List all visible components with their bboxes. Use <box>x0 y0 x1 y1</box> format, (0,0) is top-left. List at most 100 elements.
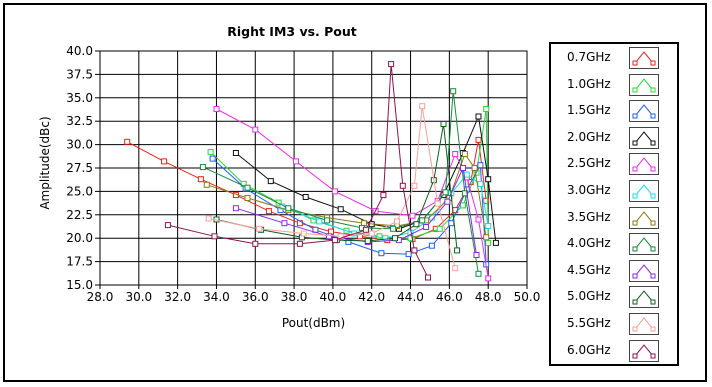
legend-swatch <box>629 339 659 362</box>
legend-label: 3.0GHz <box>567 183 611 197</box>
data-point <box>324 217 331 224</box>
y-tick-label: 17.5 <box>66 255 93 269</box>
data-point <box>213 106 220 112</box>
series-line <box>208 106 456 269</box>
legend-item[interactable]: 2.5GHz <box>551 151 677 178</box>
data-point <box>244 184 251 191</box>
data-point <box>302 194 309 200</box>
data-point <box>164 222 171 229</box>
data-point <box>388 61 395 68</box>
legend-label: 5.0GHz <box>567 289 611 304</box>
legend-swatch <box>629 313 659 335</box>
data-point <box>281 220 288 227</box>
data-point <box>368 230 375 237</box>
data-point <box>337 206 344 213</box>
data-point <box>326 233 332 240</box>
data-point <box>405 251 412 258</box>
legend-swatch <box>629 259 659 282</box>
legend-label: 4.5GHz <box>567 262 611 277</box>
data-point <box>380 192 387 199</box>
legend-swatch <box>629 100 659 123</box>
data-point <box>411 247 418 254</box>
legend-item[interactable]: 1.5GHz <box>551 98 677 125</box>
data-point <box>442 189 449 196</box>
data-point <box>475 113 482 120</box>
x-tick-label: 30.0 <box>125 290 152 304</box>
legend-swatch <box>629 73 659 96</box>
data-point <box>461 151 468 157</box>
legend-item[interactable]: 2.0GHz <box>551 125 677 152</box>
legend-swatch <box>629 153 659 176</box>
data-point <box>423 224 430 230</box>
data-point <box>483 106 490 112</box>
legend-item[interactable]: 3.5GHz <box>551 205 677 232</box>
series-line <box>282 173 489 239</box>
data-point <box>337 233 344 240</box>
data-point <box>413 221 420 228</box>
legend-swatch <box>629 286 659 309</box>
data-point <box>394 218 400 225</box>
legend-label: 6.0GHz <box>567 342 611 357</box>
data-point <box>399 182 406 189</box>
x-tick-label: 44.0 <box>397 290 424 304</box>
legend-label: 2.0GHz <box>567 129 611 144</box>
legend-item[interactable]: 5.0GHz <box>551 284 677 311</box>
legend: 0.7GHz 1.0GHz 1.5GHz 2.0GHz 2.5GHz 3.0GHz 3.5G… <box>549 42 679 366</box>
y-tick-label: 40.0 <box>66 44 93 58</box>
series-6.0GHz <box>164 61 431 281</box>
legend-item[interactable]: 5.5GHz <box>551 311 677 338</box>
data-point <box>331 237 338 244</box>
legend-label: 5.5GHz <box>567 316 611 330</box>
plot-border <box>99 50 528 286</box>
data-point <box>232 205 239 212</box>
data-point <box>460 202 466 209</box>
legend-item[interactable]: 6.0GHz <box>551 338 677 365</box>
legend-item[interactable]: 4.5GHz <box>551 258 677 285</box>
legend-item[interactable]: 1.0GHz <box>551 72 677 99</box>
chart-title: Right IM3 vs. Pout <box>227 24 357 39</box>
y-tick-label: 35.0 <box>66 91 93 105</box>
data-point <box>376 233 383 240</box>
data-point <box>492 239 499 246</box>
series-line <box>235 114 497 243</box>
plot-area <box>124 61 499 282</box>
legend-label: 1.5GHz <box>567 103 611 118</box>
data-point <box>331 188 338 195</box>
data-point <box>434 200 441 207</box>
x-tick-label: 28.0 <box>87 290 114 304</box>
legend-swatch <box>629 126 659 149</box>
data-point <box>425 274 431 281</box>
data-point <box>448 220 455 227</box>
x-tick-label: 36.0 <box>242 290 269 304</box>
series-4.5GHz <box>232 165 480 258</box>
data-point <box>471 165 478 171</box>
y-axis-label: Amplitude(dBc) <box>38 116 52 209</box>
y-tick-label: 32.5 <box>66 114 93 128</box>
y-tick-label: 30.0 <box>66 138 93 152</box>
data-point <box>460 165 466 171</box>
data-point <box>265 208 272 215</box>
data-point <box>485 223 492 229</box>
data-point <box>256 225 263 232</box>
data-point <box>296 240 303 247</box>
legend-item[interactable]: 3.0GHz <box>551 178 677 205</box>
legend-swatch <box>629 180 659 202</box>
data-point <box>199 164 206 171</box>
legend-item[interactable]: 4.0GHz <box>551 231 677 258</box>
legend-swatch <box>629 47 659 69</box>
data-point <box>419 103 426 110</box>
data-point <box>463 171 470 178</box>
legend-item[interactable]: 0.7GHz <box>551 45 677 72</box>
data-point <box>203 181 210 188</box>
data-point <box>300 230 307 237</box>
data-point <box>450 88 457 95</box>
y-tick-label: 20.0 <box>66 231 93 245</box>
data-point <box>477 180 484 187</box>
y-tick-label: 22.5 <box>66 208 93 222</box>
data-point <box>407 235 414 242</box>
data-point <box>485 239 492 246</box>
data-point <box>444 198 451 205</box>
data-point <box>357 233 364 240</box>
legend-label: 1.0GHz <box>567 76 611 91</box>
data-point <box>452 151 459 157</box>
